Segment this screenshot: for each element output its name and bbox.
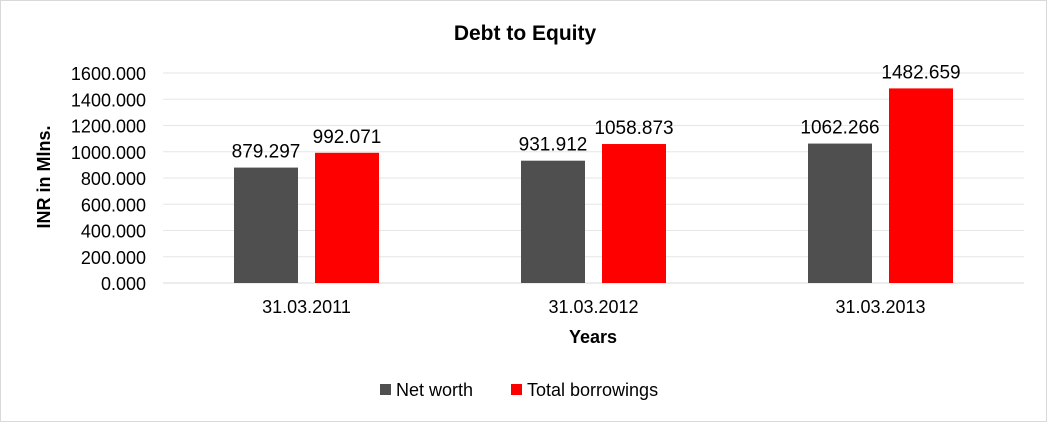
- bars: [234, 88, 953, 284]
- y-tick-label: 1400.000: [71, 90, 146, 110]
- legend: Net worth Total borrowings: [380, 380, 658, 400]
- bar-total-borrowings: [602, 144, 666, 283]
- y-tick-label: 1600.000: [71, 64, 146, 84]
- y-tick-label: 400.000: [81, 222, 146, 242]
- bar-total-borrowings: [315, 152, 379, 283]
- legend-label: Total borrowings: [527, 380, 658, 400]
- x-tick-label: 31.03.2011: [262, 297, 351, 317]
- y-tick-label: 200.000: [81, 248, 146, 268]
- y-tick-label: 800.000: [81, 169, 146, 189]
- data-label: 1062.266: [800, 118, 879, 139]
- data-label: 879.297: [232, 142, 301, 163]
- chart-title: Debt to Equity: [454, 22, 597, 45]
- legend-label: Net worth: [396, 380, 473, 400]
- bar-net-worth: [808, 143, 872, 283]
- y-axis-ticks: 0.000 200.000 400.000 600.000 800.000 1000.00…: [71, 64, 146, 294]
- y-axis-title: INR in Mlns.: [34, 126, 54, 229]
- data-labels: 879.297 992.071 931.912 1058.873 1062.266 148…: [232, 62, 961, 162]
- x-axis-title: Years: [569, 327, 617, 347]
- bar-total-borrowings: [889, 88, 953, 284]
- data-label: 1482.659: [881, 62, 960, 83]
- x-tick-label: 31.03.2012: [548, 297, 638, 317]
- bar-net-worth: [521, 160, 585, 283]
- data-label: 992.071: [313, 127, 382, 148]
- y-tick-label: 1200.000: [71, 117, 146, 137]
- y-tick-label: 600.000: [81, 195, 146, 215]
- x-tick-label: 31.03.2013: [835, 297, 925, 317]
- y-tick-label: 0.000: [101, 274, 146, 294]
- data-label: 1058.873: [594, 118, 673, 139]
- gridlines: [163, 72, 1024, 284]
- legend-swatch: [511, 384, 522, 395]
- x-axis-ticks: 31.03.2011 31.03.2012 31.03.2013: [262, 297, 925, 317]
- y-tick-label: 1000.000: [71, 143, 146, 163]
- data-label: 931.912: [519, 135, 588, 156]
- legend-swatch: [380, 384, 391, 395]
- bar-net-worth: [234, 167, 298, 283]
